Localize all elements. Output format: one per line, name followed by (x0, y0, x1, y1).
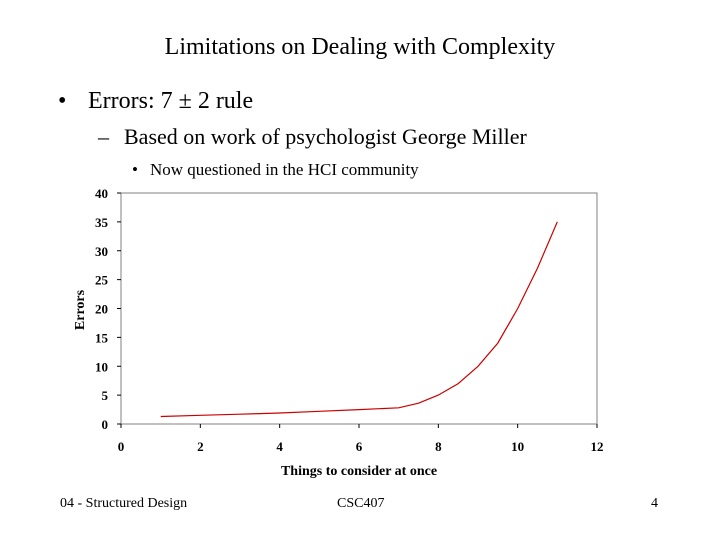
y-tick-label: 10 (95, 359, 108, 374)
y-tick-label: 15 (95, 330, 109, 345)
footer-center: CSC407 (337, 496, 385, 511)
bullet-glyph: • (58, 88, 67, 114)
y-tick-label: 40 (95, 186, 108, 201)
subsubbullet-hci: • Now questioned in the HCI community (132, 160, 419, 180)
x-tick-label: 10 (511, 439, 524, 454)
bullet-errors-text: Errors: 7 ± 2 rule (88, 88, 254, 114)
y-tick-label: 35 (95, 215, 109, 230)
subbullet-miller-text: Based on work of psychologist George Mil… (124, 124, 527, 149)
bullet-glyph-small: • (132, 160, 138, 179)
x-tick-label: 0 (118, 439, 125, 454)
slide-title: Limitations on Dealing with Complexity (164, 34, 556, 60)
y-tick-label: 30 (95, 244, 108, 259)
y-axis-label: Errors (73, 289, 88, 330)
series-layer (160, 221, 558, 418)
x-tick-label: 6 (356, 439, 363, 454)
plot-border (120, 192, 598, 425)
errors-series-line (160, 221, 558, 418)
bullet-errors: • Errors: 7 ± 2 rule (58, 88, 253, 115)
footer-page-number: 4 (651, 496, 658, 511)
y-tick-label: 25 (95, 273, 109, 288)
x-tick-label: 8 (435, 439, 442, 454)
x-axis-label: Things to consider at once (281, 464, 437, 479)
y-tick-label: 0 (102, 417, 109, 432)
x-tick-label: 2 (197, 439, 204, 454)
dash-glyph: – (98, 124, 109, 149)
plot-area (120, 192, 598, 425)
x-tick-label: 4 (276, 439, 283, 454)
x-axis: 0 2 4 6 8 10 12 (118, 424, 604, 454)
footer-left: 04 - Structured Design (60, 496, 188, 511)
x-tick-label: 12 (591, 439, 604, 454)
subsubbullet-hci-text: Now questioned in the HCI community (150, 160, 419, 179)
y-tick-label: 20 (95, 302, 108, 317)
subbullet-miller: – Based on work of psychologist George Mi… (98, 124, 527, 150)
y-tick-label: 5 (102, 388, 109, 403)
y-axis: 0 5 10 15 20 25 30 35 40 (95, 186, 121, 432)
